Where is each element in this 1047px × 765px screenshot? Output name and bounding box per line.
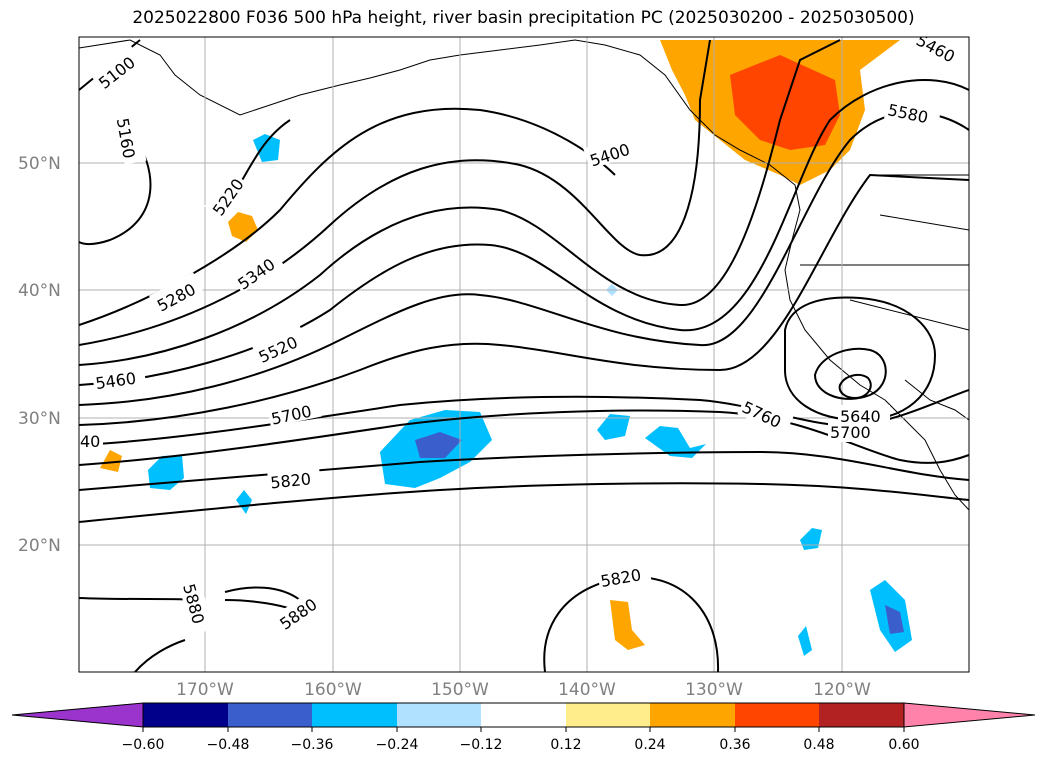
colorbar-ticks [142, 727, 905, 732]
lat-label-50n: 50°N [18, 154, 61, 174]
contour-label-5640: 5640 [840, 407, 881, 426]
coastlines [79, 39, 969, 511]
lon-label-130w: 130°W [685, 680, 743, 700]
colorbar-tick-label: 0.12 [550, 737, 581, 753]
graticule [79, 37, 969, 672]
colorbar-bin-5 [481, 703, 566, 727]
colorbar-tick-label: −0.36 [291, 737, 334, 753]
lon-label-150w: 150°W [431, 680, 489, 700]
colorbar-bin-7 [650, 703, 735, 727]
map-title: 2025022800 F036 500 hPa height, river ba… [132, 8, 915, 28]
lon-label-120w: 120°W [813, 680, 871, 700]
colorbar-bin-6 [566, 703, 650, 727]
lon-label-160w: 160°W [304, 680, 362, 700]
colorbar-bin-4 [397, 703, 481, 727]
colorbar: −0.60 −0.48 −0.36 −0.24 −0.12 0.12 0.24 … [11, 702, 1036, 753]
colorbar-tick-label: −0.48 [207, 737, 250, 753]
colorbar-tick-label: 0.48 [803, 737, 834, 753]
map-frame [78, 36, 970, 673]
colorbar-tick-label: 0.36 [719, 737, 750, 753]
contour-label-5880: 5880 [179, 582, 208, 626]
colorbar-bin-2 [228, 703, 312, 727]
contour-label-5400: 5400 [588, 140, 633, 171]
lon-label-170w: 170°W [176, 680, 234, 700]
colorbar-outline [142, 702, 905, 728]
lat-label-30n: 30°N [18, 409, 61, 429]
colorbar-extend-left [11, 702, 144, 728]
precip-shading [100, 40, 912, 656]
colorbar-bin-8 [735, 703, 819, 727]
contour-labels: 5100 5160 5220 5280 5340 5400 5460 5520 … [79, 31, 968, 635]
colorbar-tick-label: −0.12 [460, 737, 503, 753]
height-contours [79, 39, 969, 672]
contour-label-40: 40 [80, 432, 100, 451]
contour-label-5700-east: 5700 [830, 423, 871, 442]
lat-label-20n: 20°N [18, 536, 61, 556]
colorbar-bin-9 [819, 703, 904, 727]
colorbar-bin-1 [143, 703, 228, 727]
contour-label-5820: 5820 [269, 469, 311, 492]
colorbar-bin-3 [312, 703, 397, 727]
colorbar-tick-label: 0.60 [888, 737, 919, 753]
contour-label-5460-east: 5460 [913, 31, 958, 67]
colorbar-tick-label: 0.24 [634, 737, 665, 753]
colorbar-tick-label: −0.24 [376, 737, 419, 753]
lat-label-40n: 40°N [18, 281, 61, 301]
colorbar-tick-label: −0.60 [122, 737, 165, 753]
colorbar-extend-right [903, 702, 1036, 728]
lon-label-140w: 140°W [558, 680, 616, 700]
